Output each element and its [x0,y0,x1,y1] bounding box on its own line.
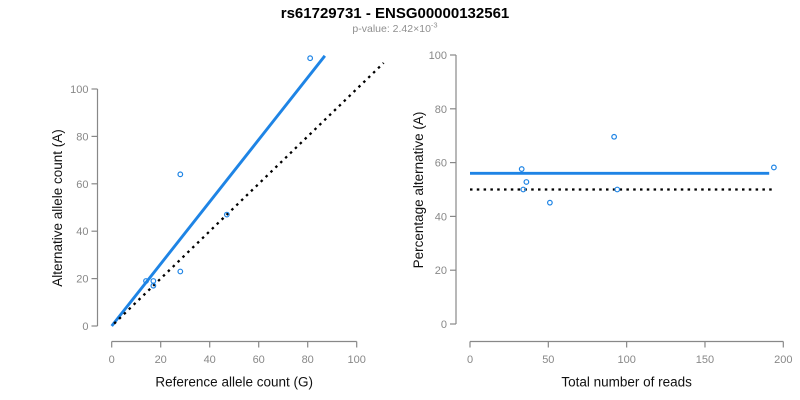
percentage-vs-reads-scatter: 0 50 100 150 200 0 20 40 60 80 100 Total number of … [411,50,792,390]
y-tick-label: 60 [76,179,88,191]
data-point [523,179,530,185]
data-point [177,171,184,178]
x-tick-label: 20 [155,354,167,366]
data-point [223,211,230,218]
data-point [177,268,184,275]
x-axis-label: Total number of reads [561,375,692,390]
x-tick-label: 80 [302,354,314,366]
y-tick-label: 20 [76,274,88,286]
data-point [546,199,553,206]
data-point [520,186,527,193]
data-point [307,55,314,62]
y-tick-label: 80 [76,131,88,143]
data-point [518,166,525,172]
y-tick-label: 60 [435,158,447,170]
x-tick-label: 100 [348,354,366,366]
data-point [771,164,777,171]
x-tick-label: 0 [467,354,473,366]
page-title: rs61729731 - ENSG00000132561 [280,5,510,22]
x-tick-label: 150 [696,354,714,366]
y-tick-label: 100 [70,84,88,96]
plot-header: rs61729731 - ENSG00000132561 p-value: 2.… [0,5,790,36]
pvalue-subtitle: p-value: 2.42×10-3 [0,20,790,36]
y-tick-label: 40 [76,226,88,238]
y-tick-label: 20 [435,265,447,277]
y-axis-label: Percentage alternative (A) [411,112,426,269]
y-axis-label: Alternative allele count (A) [50,129,65,287]
data-point [150,278,157,284]
x-tick-label: 200 [774,354,792,366]
x-tick-label: 60 [253,354,265,366]
x-tick-label: 50 [542,354,554,366]
allele-counts-scatter: 0 20 40 60 80 100 0 20 40 60 80 100 Reference allele… [50,54,385,390]
y-tick-label: 0 [441,319,447,331]
pvalue-text: p-value: 2.42×10 [352,23,431,35]
y-tick-label: 80 [435,104,447,116]
data-point [611,133,618,140]
identity-line [113,62,385,325]
fitted-line [110,54,326,327]
data-point [150,282,157,289]
x-tick-label: 40 [204,354,216,366]
data-point [614,186,621,193]
y-tick-label: 40 [435,211,447,223]
pvalue-exponent: -3 [430,20,438,30]
x-tick-label: 100 [617,354,635,366]
x-axis-label: Reference allele count (G) [155,375,313,390]
data-point [143,278,149,284]
y-tick-label: 0 [82,321,88,333]
y-tick-label: 100 [429,50,447,62]
x-tick-label: 0 [109,354,115,366]
